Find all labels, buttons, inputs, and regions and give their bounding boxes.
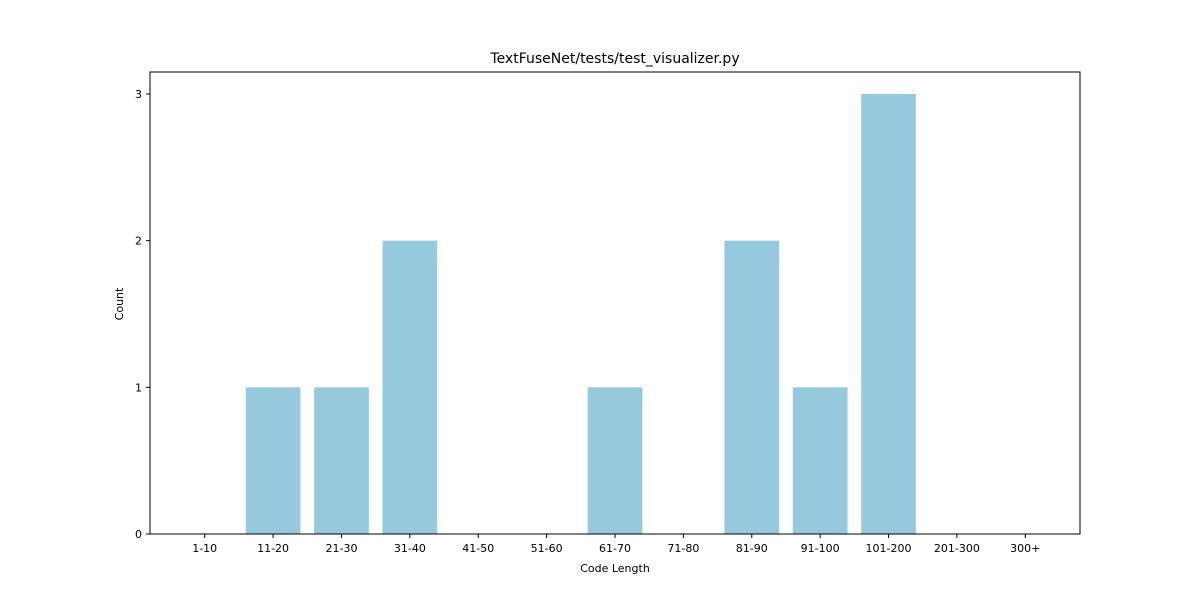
chart-title: TextFuseNet/tests/test_visualizer.py [489,51,739,67]
y-tick-label: 1 [135,381,142,394]
x-axis-ticks: 1-10 11-20 21-30 31-40 41-50 51-60 61-70 71-80 8… [192,534,1040,555]
bar-81-90 [724,240,780,534]
x-tick-label: 300+ [1010,542,1040,555]
bar-31-40 [382,240,438,534]
x-tick-label: 201-300 [934,542,980,555]
bar-11-20 [245,387,301,534]
x-tick-label: 61-70 [599,542,631,555]
x-tick-label: 91-100 [801,542,840,555]
y-tick-label: 0 [135,528,142,541]
x-tick-label: 101-200 [866,542,912,555]
bar-61-70 [587,387,643,534]
bar-101-200 [861,94,916,534]
x-tick-label: 21-30 [325,542,357,555]
bars-group [245,94,916,534]
x-tick-label: 71-80 [667,542,699,555]
y-tick-label: 3 [135,88,142,101]
y-axis-ticks: 0 1 2 3 [135,88,150,541]
x-tick-label: 31-40 [394,542,426,555]
x-tick-label: 11-20 [257,542,289,555]
x-axis-label: Code Length [580,562,650,575]
bar-91-100 [792,387,848,534]
x-tick-label: 51-60 [531,542,563,555]
x-tick-label: 41-50 [462,542,494,555]
x-tick-label: 1-10 [192,542,217,555]
y-axis-label: Count [113,287,126,320]
bar-21-30 [314,387,369,534]
x-tick-label: 81-90 [736,542,768,555]
y-tick-label: 2 [135,235,142,248]
